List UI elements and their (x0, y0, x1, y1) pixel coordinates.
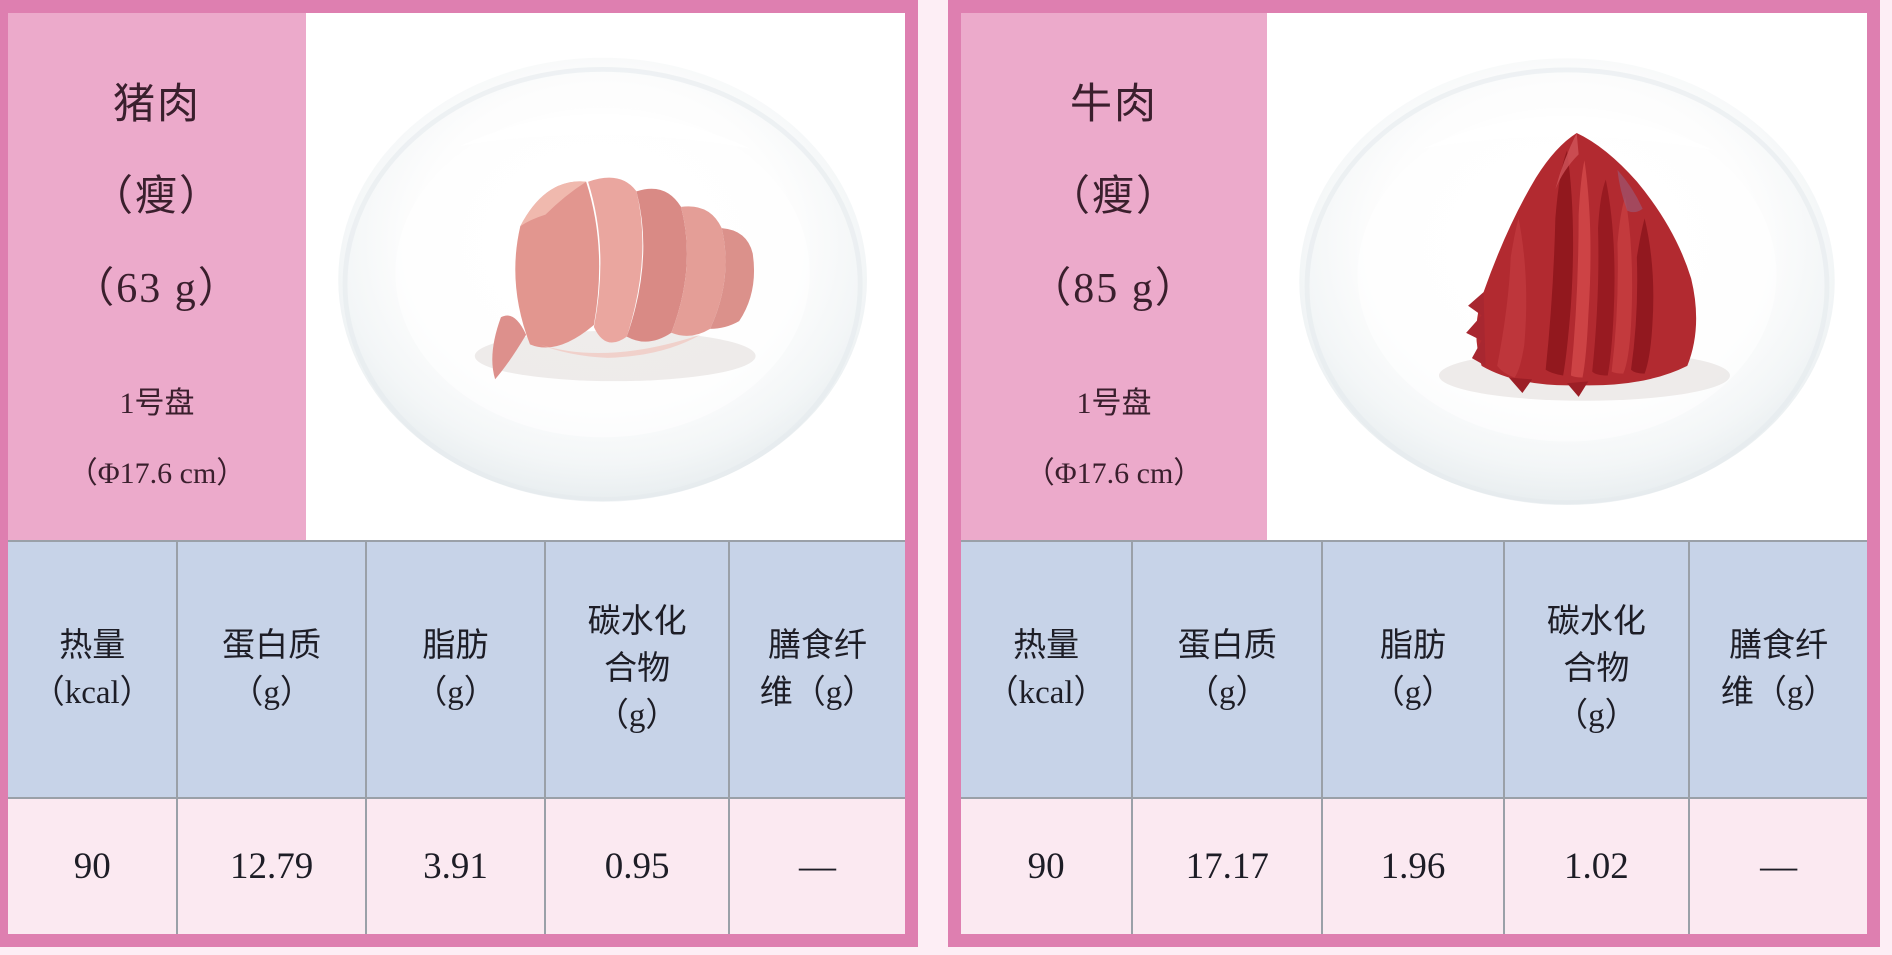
food-lean-tag: （瘦） (1047, 174, 1180, 220)
nutrition-header-row: 热量 （kcal） 蛋白质 （g） 脂肪 （g） 碳水化 合物 （g） 膳食纤 … (8, 540, 905, 797)
food-label-panel: 牛肉 （瘦） （85 g） 1号盘 （Φ17.6 cm） (961, 13, 1267, 540)
col-header-carbs: 碳水化 合物 （g） (1505, 542, 1691, 797)
col-header-protein: 蛋白质 （g） (178, 542, 367, 797)
col-header-energy: 热量 （kcal） (961, 542, 1134, 797)
plate-diameter: （Φ17.6 cm） (67, 457, 247, 490)
plate-diameter: （Φ17.6 cm） (1024, 457, 1204, 490)
value-carbs: 0.95 (546, 799, 731, 934)
col-header-fiber: 膳食纤 维（g） (1720, 627, 1837, 711)
value-energy: 90 (8, 799, 179, 934)
card-top-section: 牛肉 （瘦） （85 g） 1号盘 （Φ17.6 cm） (961, 13, 1867, 540)
food-lean-tag: （瘦） (90, 174, 223, 220)
col-header-fat: 脂肪 （g） (1323, 542, 1505, 797)
value-fiber: — (799, 846, 836, 887)
nutrition-values-row: 90 12.79 3.91 0.95 — (8, 797, 905, 934)
food-name: 猪肉 (112, 82, 201, 128)
nutrition-header-row: 热量 （kcal） 蛋白质 （g） 脂肪 （g） 碳水化 合物 （g） 膳食纤 … (961, 540, 1867, 797)
col-header-carbs: 碳水化 合物 （g） (546, 542, 731, 797)
food-weight: （63 g） (72, 266, 242, 312)
card-top-section: 猪肉 （瘦） （63 g） 1号盘 （Φ17.6 cm） (8, 13, 905, 540)
food-weight: （85 g） (1029, 266, 1199, 312)
col-header-fiber: 膳食纤 维（g） (759, 627, 876, 711)
beef-plate-image (1299, 58, 1835, 505)
value-carbs: 1.02 (1505, 799, 1691, 934)
food-name: 牛肉 (1069, 82, 1158, 128)
value-fat: 3.91 (367, 799, 547, 934)
col-header-fat: 脂肪 （g） (367, 542, 547, 797)
food-card-beef: 牛肉 （瘦） （85 g） 1号盘 （Φ17.6 cm） (948, 0, 1880, 947)
plate-number: 1号盘 (1076, 387, 1152, 420)
value-fiber: — (1760, 846, 1798, 887)
value-protein: 12.79 (178, 799, 367, 934)
plate-number: 1号盘 (119, 387, 195, 420)
pork-slices (474, 177, 756, 382)
food-photo-area (306, 13, 905, 540)
nutrition-values-row: 90 17.17 1.96 1.02 — (961, 797, 1867, 934)
food-photo-area (1267, 13, 1867, 540)
value-fat: 1.96 (1323, 799, 1505, 934)
beef-slices (1438, 132, 1730, 401)
value-energy: 90 (961, 799, 1134, 934)
food-label-panel: 猪肉 （瘦） （63 g） 1号盘 （Φ17.6 cm） (8, 13, 306, 540)
pork-plate-image (338, 57, 867, 502)
food-card-pork: 猪肉 （瘦） （63 g） 1号盘 （Φ17.6 cm） (0, 0, 918, 947)
col-header-energy: 热量 （kcal） (8, 542, 179, 797)
value-protein: 17.17 (1133, 799, 1324, 934)
col-header-protein: 蛋白质 （g） (1133, 542, 1324, 797)
